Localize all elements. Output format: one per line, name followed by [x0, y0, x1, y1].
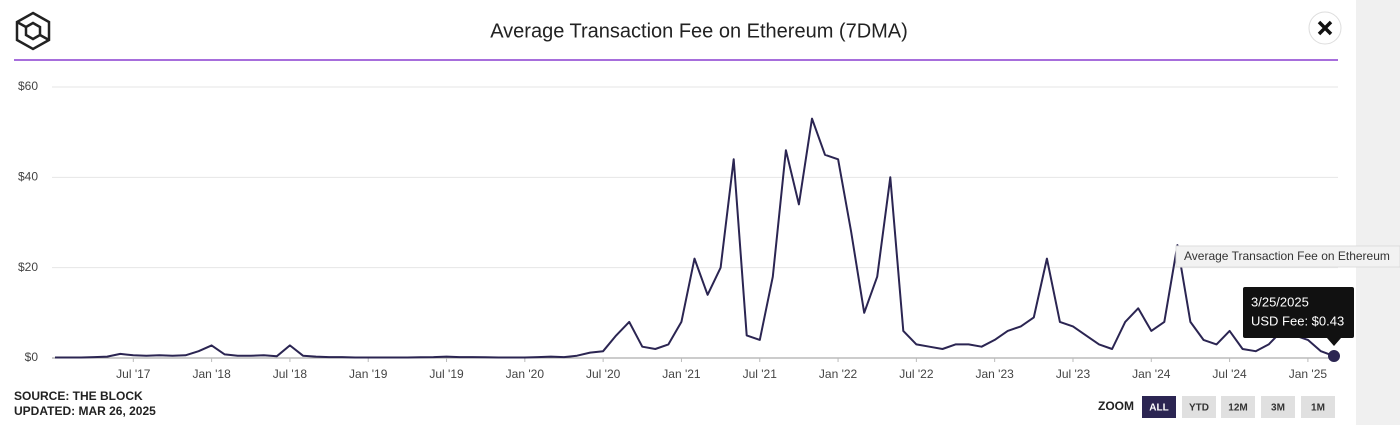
x-tick-label: Jan '22	[819, 367, 858, 381]
end-marker	[1328, 350, 1340, 363]
x-tick-label: Jul '20	[586, 367, 621, 381]
tooltip-arrow	[1327, 338, 1341, 346]
zoom-button[interactable]	[1182, 396, 1216, 418]
series-label: Average Transaction Fee on Ethereum	[1184, 249, 1390, 263]
zoom-button-label[interactable]: 3M	[1271, 403, 1285, 414]
y-tick-label: $40	[18, 170, 38, 184]
updated: UPDATED: MAR 26, 2025	[14, 404, 156, 418]
zoom-button[interactable]	[1221, 396, 1255, 418]
y-tick-label: $60	[18, 79, 38, 93]
chart-title: Average Transaction Fee on Ethereum (7DM…	[490, 20, 908, 42]
zoom-button[interactable]	[1261, 396, 1295, 418]
zoom-button-label[interactable]: 1M	[1311, 403, 1325, 414]
series-label-box	[1175, 245, 1400, 268]
logo	[15, 11, 51, 51]
y-tick-label: $0	[25, 350, 39, 364]
tooltip-date: 3/25/2025	[1251, 294, 1309, 309]
scrollbar	[1356, 0, 1400, 425]
source: SOURCE: THE BLOCK	[14, 389, 143, 403]
y-tick-label: $20	[18, 260, 38, 274]
x-tick-label: Jul '19	[429, 367, 464, 381]
x-tick-label: Jan '25	[1289, 367, 1328, 381]
zoom-button[interactable]	[1301, 396, 1335, 418]
x-tick-label: Jan '23	[976, 367, 1015, 381]
x-tick-label: Jul '23	[1056, 367, 1091, 381]
tooltip-value: USD Fee: $0.43	[1251, 313, 1344, 328]
close-button[interactable]	[1308, 11, 1342, 45]
line	[55, 117, 1335, 359]
x-tick-label: Jan '24	[1132, 367, 1171, 381]
tooltip-box	[1243, 287, 1354, 338]
x-tick-label: Jul '21	[743, 367, 778, 381]
x-tick-label: Jan '19	[349, 367, 388, 381]
zoom-button[interactable]	[1142, 396, 1176, 418]
x-tick-label: Jan '21	[662, 367, 701, 381]
x-tick-label: Jul '22	[899, 367, 934, 381]
x-tick-label: Jan '20	[506, 367, 545, 381]
zoom-button-label[interactable]: ALL	[1149, 403, 1168, 414]
x-tick-label: Jul '18	[273, 367, 308, 381]
x-tick-label: Jul '17	[116, 367, 151, 381]
zoom-button-label[interactable]: 12M	[1228, 403, 1247, 414]
x-tick-label: Jul '24	[1212, 367, 1247, 381]
zoom-button-label[interactable]: YTD	[1189, 403, 1209, 414]
x-tick-label: Jan '18	[192, 367, 231, 381]
zoom-label: ZOOM	[1098, 399, 1134, 413]
